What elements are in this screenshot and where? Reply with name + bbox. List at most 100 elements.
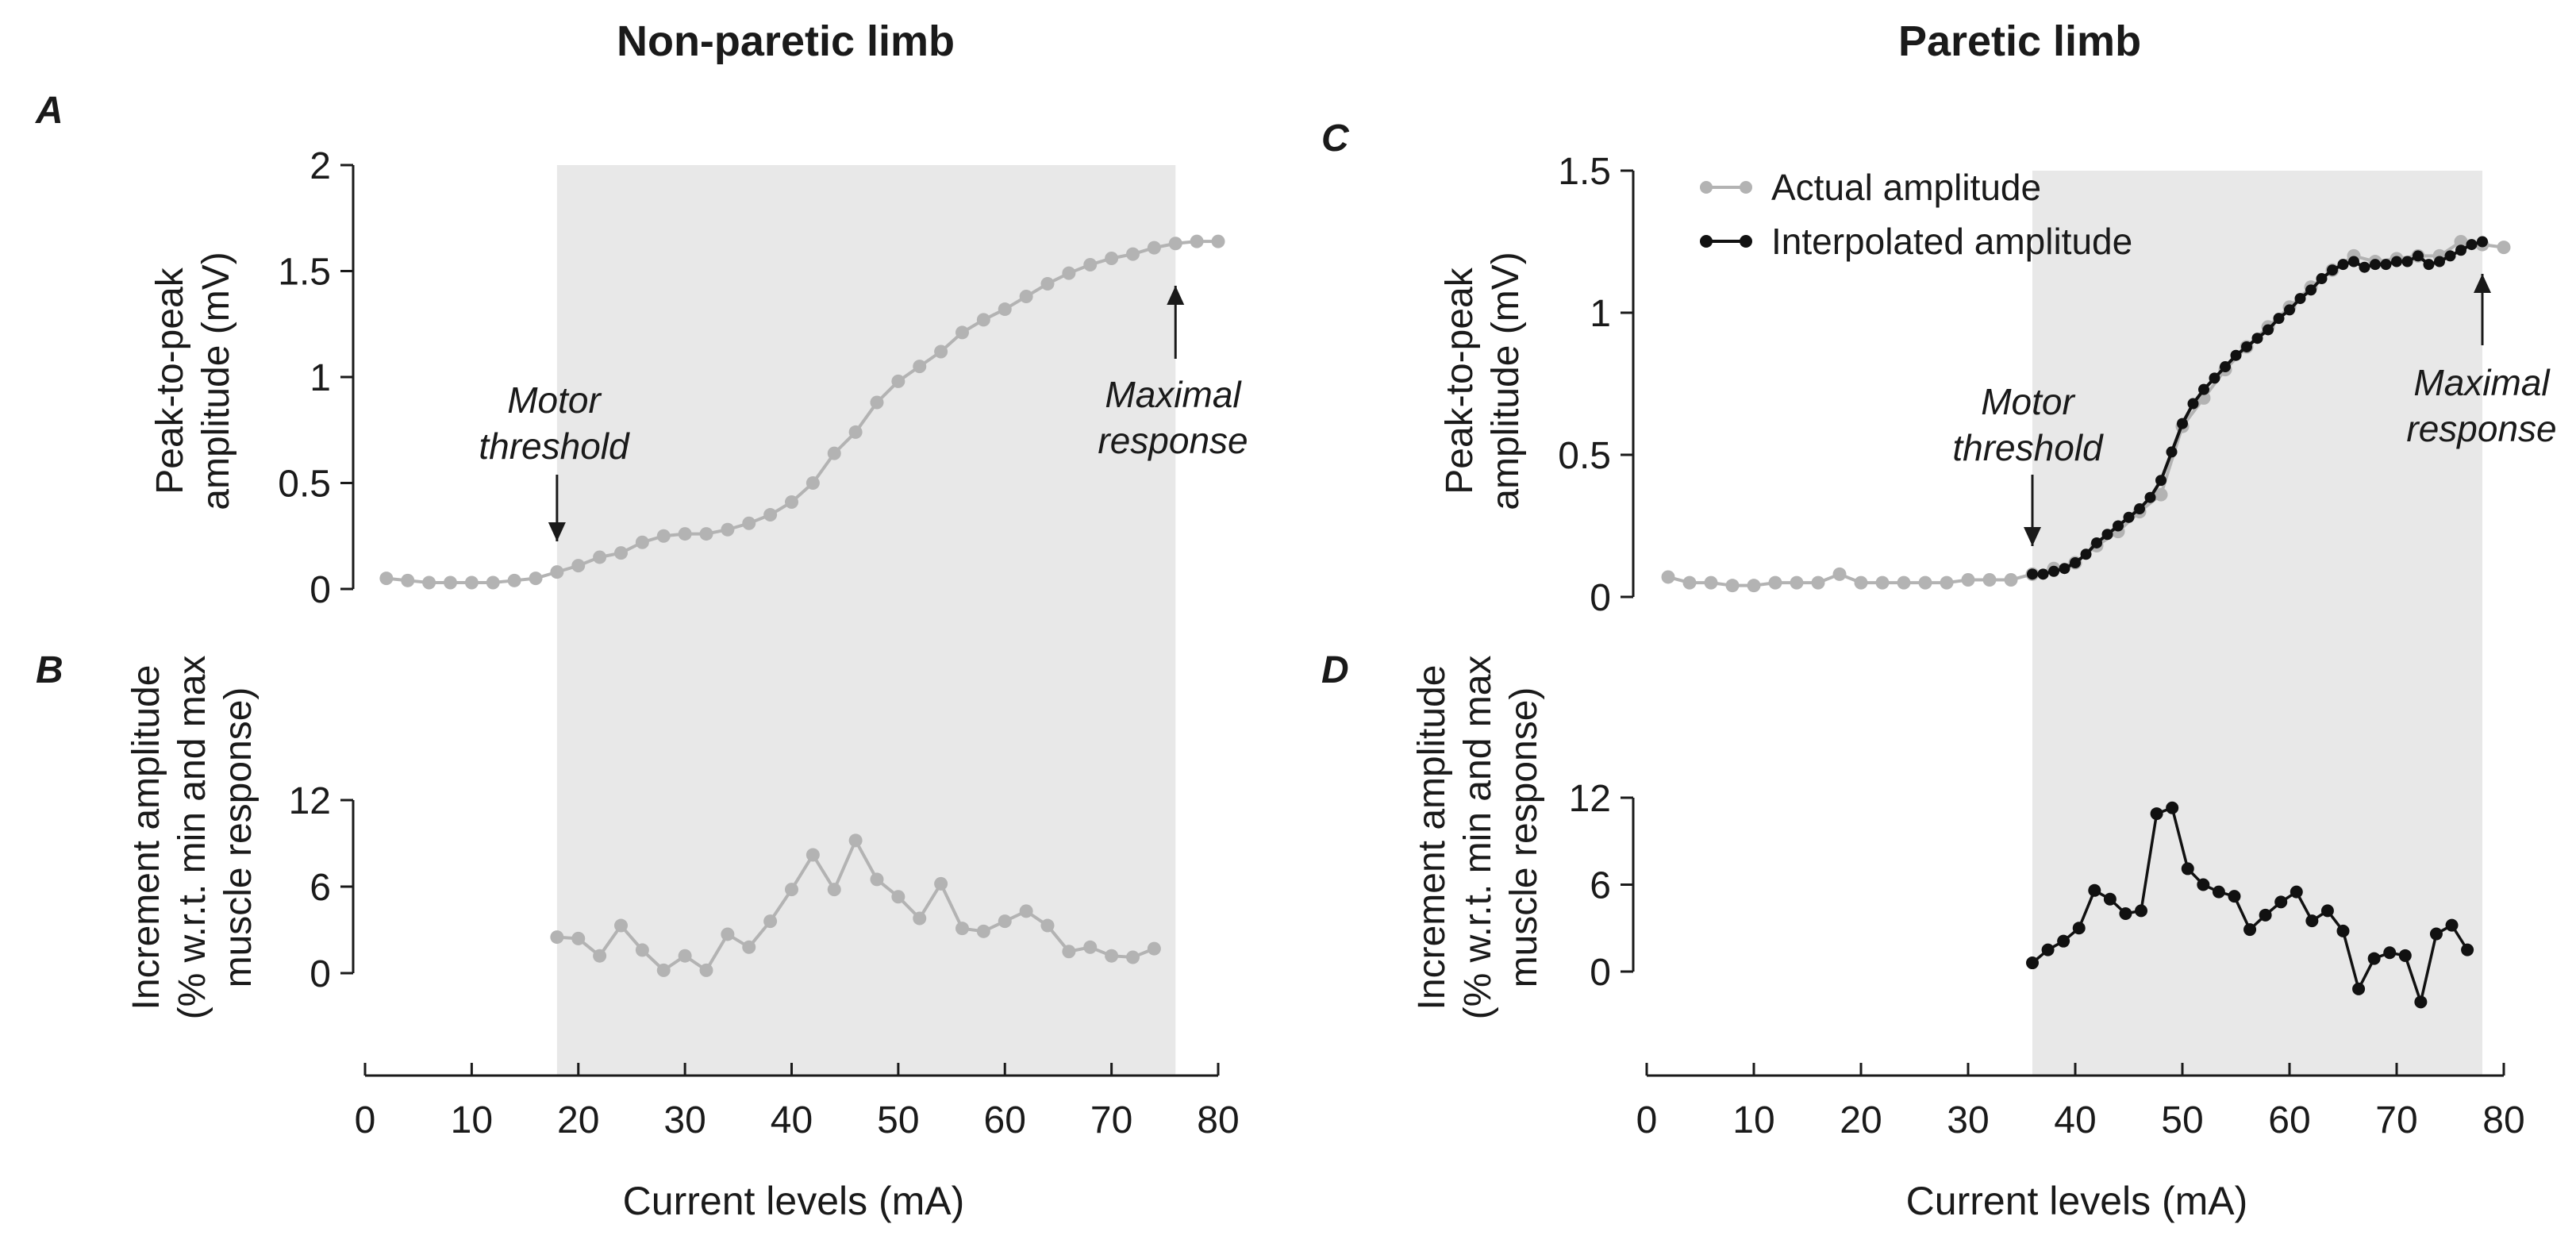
- series-increment-b-point: [998, 914, 1012, 929]
- series-actual-a-point: [742, 516, 756, 530]
- series-increment-b-point: [550, 930, 564, 945]
- series-increment-b-point: [678, 949, 692, 963]
- series-actual-a-point: [1168, 237, 1182, 251]
- x-tick-label-d: 50: [2161, 1099, 2203, 1141]
- x-tick-label-b: 60: [984, 1099, 1026, 1141]
- series-actual-a-point: [998, 302, 1012, 317]
- series-increment-d-point: [2320, 904, 2334, 918]
- panel-label-c: C: [1321, 117, 1350, 160]
- ylabel-b: Increment amplitude (% w.r.t. min and ma…: [125, 656, 260, 1020]
- series-increment-b-point: [614, 918, 628, 933]
- series-increment-d-point: [2429, 927, 2443, 941]
- series-actual-a-point: [614, 546, 628, 560]
- series-increment-d-point: [2398, 949, 2412, 962]
- y-tick-label-b: 12: [289, 780, 331, 822]
- ylabel-c-line2: amplitude (mV): [1485, 252, 1527, 510]
- x-tick-label-b: 10: [451, 1099, 493, 1141]
- series-actual-a-point: [635, 535, 649, 549]
- series-increment-b-point: [1147, 941, 1161, 956]
- series-actual-c-point: [1725, 579, 1740, 593]
- x-tick-label-b: 30: [663, 1099, 706, 1141]
- series-increment-d-point: [2228, 890, 2241, 903]
- ylabel-d-line3: muscle response): [1503, 687, 1545, 988]
- annotation-max-a-line2: response: [1098, 420, 1248, 461]
- series-interpolated-c-point: [2241, 341, 2252, 352]
- series-actual-a-point: [507, 573, 521, 587]
- legend-marker-interpolated: [1700, 235, 1713, 248]
- series-actual-a-point: [955, 325, 969, 340]
- series-increment-b-point: [913, 911, 927, 926]
- series-interpolated-c-point: [2305, 284, 2316, 296]
- series-actual-c-point: [1982, 573, 1997, 587]
- annotation-motor-c-line1: Motor: [1981, 381, 2075, 422]
- annotation-max-c-line1: Maximal: [2413, 362, 2551, 403]
- series-actual-a-point: [678, 527, 692, 541]
- x-tick-label-b: 40: [771, 1099, 813, 1141]
- series-increment-d-point: [2352, 982, 2366, 995]
- y-tick-label-a: 2: [310, 145, 331, 187]
- ylabel-c: Peak-to-peak amplitude (mV): [1439, 252, 1527, 510]
- series-interpolated-c-point: [2380, 259, 2392, 271]
- series-actual-a-point: [401, 573, 415, 587]
- series-increment-d-point: [2445, 918, 2459, 932]
- arrow-motor-c-head: [2024, 527, 2041, 546]
- series-increment-b-point: [870, 872, 884, 887]
- series-actual-c-point: [1704, 575, 1718, 590]
- series-increment-b-point: [571, 931, 586, 945]
- shade-region-left: [556, 165, 1176, 1076]
- x-tick-label-b: 50: [877, 1099, 919, 1141]
- series-increment-d-point: [2057, 934, 2070, 948]
- series-actual-c-point: [1682, 575, 1697, 590]
- series-actual-a-point: [1040, 277, 1055, 291]
- ylabel-c-line1: Peak-to-peak: [1439, 267, 1481, 494]
- series-interpolated-c-point: [2413, 250, 2424, 262]
- annotation-motor-a-line2: threshold: [479, 425, 630, 467]
- series-interpolated-c-point: [2101, 529, 2113, 541]
- legend-marker-actual: [1740, 181, 1752, 194]
- series-actual-c-point: [2454, 235, 2468, 248]
- series-actual-a-point: [1019, 290, 1033, 304]
- panel-label-b: B: [36, 649, 63, 691]
- legend-marker-actual: [1700, 181, 1713, 194]
- series-interpolated-c-point: [2080, 548, 2092, 560]
- x-tick-label-d: 70: [2375, 1099, 2417, 1141]
- y-tick-label-b: 6: [310, 867, 331, 909]
- series-actual-a-point: [464, 575, 479, 590]
- series-increment-b-point: [1019, 904, 1033, 918]
- arrow-motor-a-head: [548, 522, 566, 541]
- series-interpolated-c-point: [2166, 446, 2178, 458]
- series-actual-c-point: [1875, 575, 1890, 590]
- series-actual-a-point: [1211, 234, 1225, 248]
- y-tick-label-d: 12: [1569, 778, 1611, 820]
- series-increment-d-point: [2135, 904, 2148, 918]
- y-tick-label-b: 0: [310, 953, 331, 995]
- series-increment-d-point: [2150, 807, 2163, 821]
- series-increment-b-point: [848, 833, 863, 848]
- series-interpolated-c-point: [2327, 264, 2338, 276]
- series-actual-a-point: [486, 575, 500, 590]
- series-actual-a-point: [529, 572, 543, 586]
- series-actual-a-point: [699, 527, 713, 541]
- series-actual-a-point: [379, 572, 394, 586]
- legend-label-actual: Actual amplitude: [1771, 167, 2041, 208]
- series-actual-c-point: [1811, 575, 1825, 590]
- series-increment-b-point: [785, 883, 798, 897]
- series-increment-b-point: [1083, 940, 1098, 954]
- series-interpolated-c-point: [2177, 418, 2188, 429]
- x-tick-label-b: 0: [355, 1099, 376, 1141]
- x-tick-label-b: 20: [557, 1099, 599, 1141]
- series-interpolated-c-point: [2477, 236, 2488, 248]
- series-actual-c-point: [1940, 575, 1954, 590]
- series-actual-a-point: [422, 575, 436, 590]
- series-actual-c-point: [1832, 567, 1847, 581]
- series-increment-d-point: [2336, 924, 2350, 937]
- series-actual-c-point: [1790, 575, 1804, 590]
- ylabel-d-line1: Increment amplitude: [1411, 665, 1453, 1010]
- series-increment-d-point: [2103, 892, 2117, 906]
- x-tick-label-d: 0: [1636, 1099, 1658, 1141]
- series-increment-b-point: [891, 890, 905, 904]
- series-interpolated-c-point: [2370, 259, 2381, 271]
- series-interpolated-c-point: [2434, 256, 2445, 267]
